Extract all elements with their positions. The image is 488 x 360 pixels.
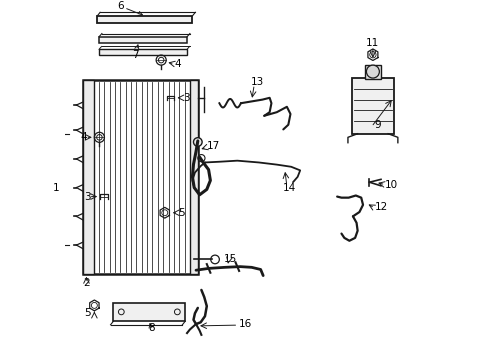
Text: 9: 9 [374,120,380,130]
Text: 11: 11 [366,38,379,48]
Text: 3: 3 [183,93,190,103]
Text: 3: 3 [84,192,90,202]
Text: 12: 12 [374,202,387,212]
Text: 14: 14 [282,183,295,193]
Text: 13: 13 [250,77,263,87]
Text: 4: 4 [80,132,87,142]
Text: 4: 4 [174,59,181,69]
Bar [99,49,186,55]
Bar [364,66,380,79]
Text: 17: 17 [206,141,220,151]
Circle shape [193,138,202,146]
Text: 6: 6 [117,1,142,15]
Text: 15: 15 [224,255,237,265]
Bar [97,16,192,23]
Text: 5: 5 [84,308,90,318]
Text: 1: 1 [53,183,59,193]
Circle shape [366,65,379,78]
Text: 5: 5 [178,208,184,218]
Text: 7: 7 [131,45,139,60]
Text: 16: 16 [239,319,252,329]
Text: 2: 2 [83,278,90,288]
Bar [99,37,186,42]
Bar [82,80,94,274]
Bar [113,302,185,321]
Text: 10: 10 [385,180,398,190]
Bar [351,78,393,134]
Bar [189,80,198,274]
Text: 8: 8 [147,323,154,333]
Bar [82,80,198,274]
